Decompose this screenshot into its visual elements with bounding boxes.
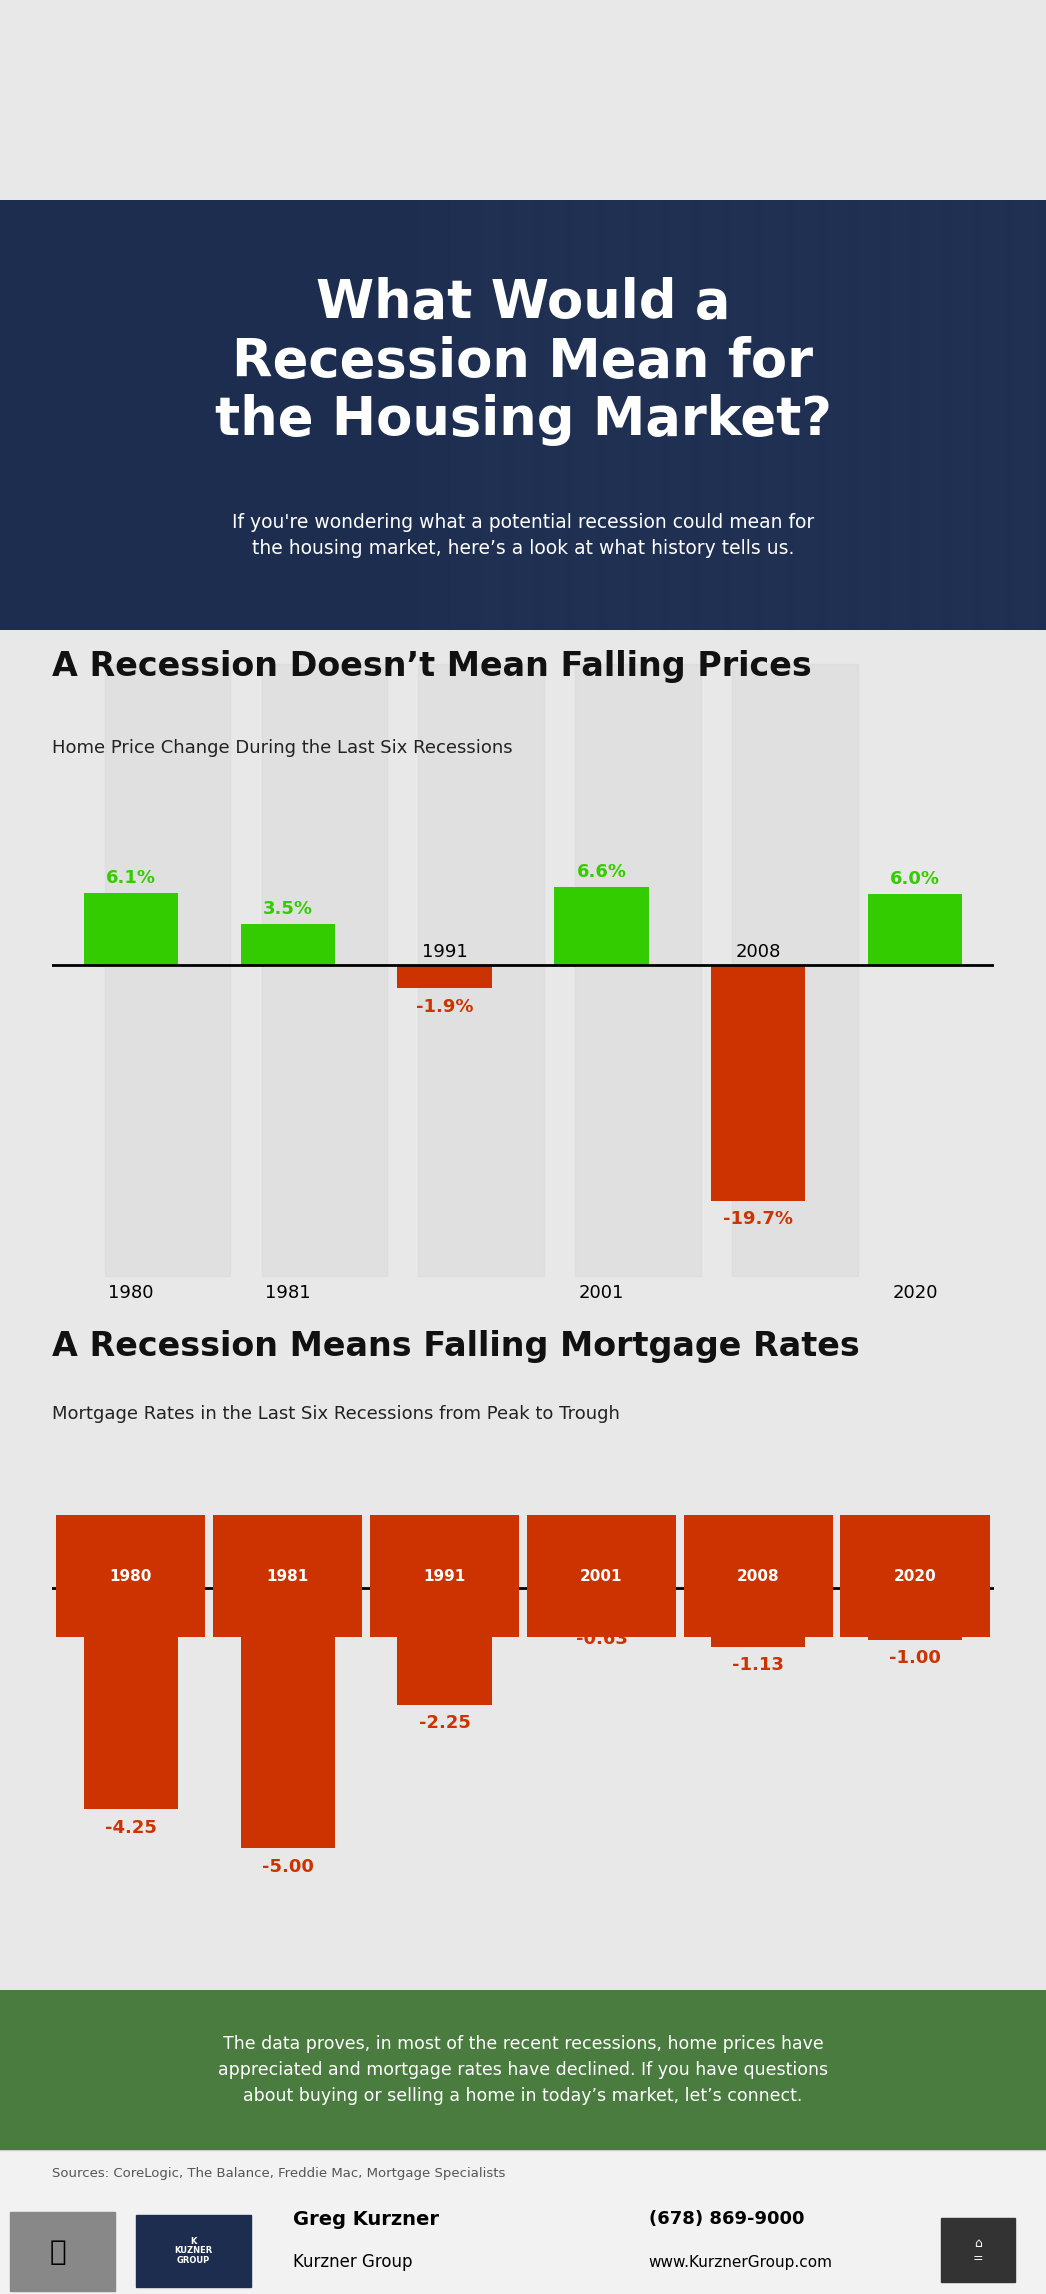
Text: -4.25: -4.25 — [105, 1819, 157, 1837]
Bar — [952, 200, 1036, 631]
Text: -0.63: -0.63 — [575, 1631, 628, 1647]
Bar — [983, 200, 1046, 631]
Text: 👤: 👤 — [49, 2239, 66, 2266]
Bar — [544, 200, 628, 631]
Text: -1.9%: -1.9% — [416, 998, 473, 1016]
Text: 6.1%: 6.1% — [106, 869, 156, 885]
Bar — [136, 2214, 251, 2287]
Text: 2020: 2020 — [894, 1569, 936, 1583]
Text: 1981: 1981 — [267, 1569, 309, 1583]
Text: Greg Kurzner: Greg Kurzner — [293, 2209, 439, 2227]
Text: -1.13: -1.13 — [732, 1656, 784, 1675]
Text: www.KurznerGroup.com: www.KurznerGroup.com — [649, 2255, 833, 2269]
Text: Home Price Change During the Last Six Recessions: Home Price Change During the Last Six Re… — [52, 739, 513, 757]
Text: 6.6%: 6.6% — [576, 863, 627, 881]
Text: A Recession Means Falling Mortgage Rates: A Recession Means Falling Mortgage Rates — [52, 1331, 860, 1363]
Text: 1980: 1980 — [110, 1569, 152, 1583]
Text: The data proves, in most of the recent recessions, home prices have
appreciated : The data proves, in most of the recent r… — [218, 2035, 828, 2104]
Bar — [920, 200, 1004, 631]
Bar — [669, 200, 753, 631]
Bar — [397, 1587, 492, 1704]
Bar — [711, 1587, 805, 1647]
Bar — [868, 1587, 962, 1640]
Text: 1991: 1991 — [422, 943, 468, 961]
Bar — [241, 924, 335, 966]
Bar — [638, 200, 722, 631]
Bar — [418, 200, 502, 631]
Bar — [732, 663, 858, 1275]
Bar — [732, 200, 816, 631]
Text: A Recession Doesn’t Mean Falling Prices: A Recession Doesn’t Mean Falling Prices — [52, 651, 812, 684]
Bar — [795, 200, 879, 631]
Bar — [450, 200, 533, 631]
Text: ⌂
=: ⌂ = — [973, 2237, 983, 2264]
Bar — [607, 200, 690, 631]
Bar — [262, 663, 387, 1275]
Bar — [889, 200, 973, 631]
Text: 2008: 2008 — [737, 1569, 779, 1583]
Text: -1.00: -1.00 — [889, 1649, 941, 1668]
Text: 3.5%: 3.5% — [263, 899, 313, 918]
Text: (678) 869-9000: (678) 869-9000 — [649, 2209, 804, 2227]
Text: Kurzner Group: Kurzner Group — [293, 2253, 412, 2271]
Bar — [858, 200, 941, 631]
Text: 1991: 1991 — [424, 1569, 465, 1583]
Bar — [575, 200, 659, 631]
Bar — [513, 200, 596, 631]
Bar — [481, 200, 565, 631]
Bar — [241, 1587, 335, 1849]
Text: -2.25: -2.25 — [418, 1714, 471, 1732]
Text: K
KUZNER
GROUP: K KUZNER GROUP — [175, 2237, 212, 2264]
Text: -5.00: -5.00 — [262, 1858, 314, 1876]
Text: 2001: 2001 — [581, 1569, 622, 1583]
Bar — [575, 663, 701, 1275]
Bar — [826, 200, 910, 631]
Text: What Would a
Recession Mean for
the Housing Market?: What Would a Recession Mean for the Hous… — [214, 278, 832, 445]
Bar — [868, 895, 962, 966]
Text: If you're wondering what a potential recession could mean for
the housing market: If you're wondering what a potential rec… — [232, 512, 814, 557]
Text: 2008: 2008 — [735, 943, 781, 961]
Text: 6.0%: 6.0% — [890, 869, 940, 888]
Bar — [84, 1587, 178, 1810]
Bar — [10, 2211, 115, 2292]
Bar — [84, 892, 178, 966]
Bar — [397, 966, 492, 989]
Text: -19.7%: -19.7% — [724, 1211, 793, 1227]
Bar — [941, 2218, 1015, 2283]
Bar — [418, 663, 544, 1275]
Text: Mortgage Rates in the Last Six Recessions from Peak to Trough: Mortgage Rates in the Last Six Recession… — [52, 1406, 620, 1422]
Bar — [554, 1587, 649, 1620]
Bar — [554, 885, 649, 966]
Bar — [701, 200, 784, 631]
Bar — [105, 663, 230, 1275]
Bar — [764, 200, 847, 631]
Bar — [1015, 200, 1046, 631]
Text: Sources: CoreLogic, The Balance, Freddie Mac, Mortgage Specialists: Sources: CoreLogic, The Balance, Freddie… — [52, 2168, 505, 2179]
Bar — [711, 966, 805, 1200]
